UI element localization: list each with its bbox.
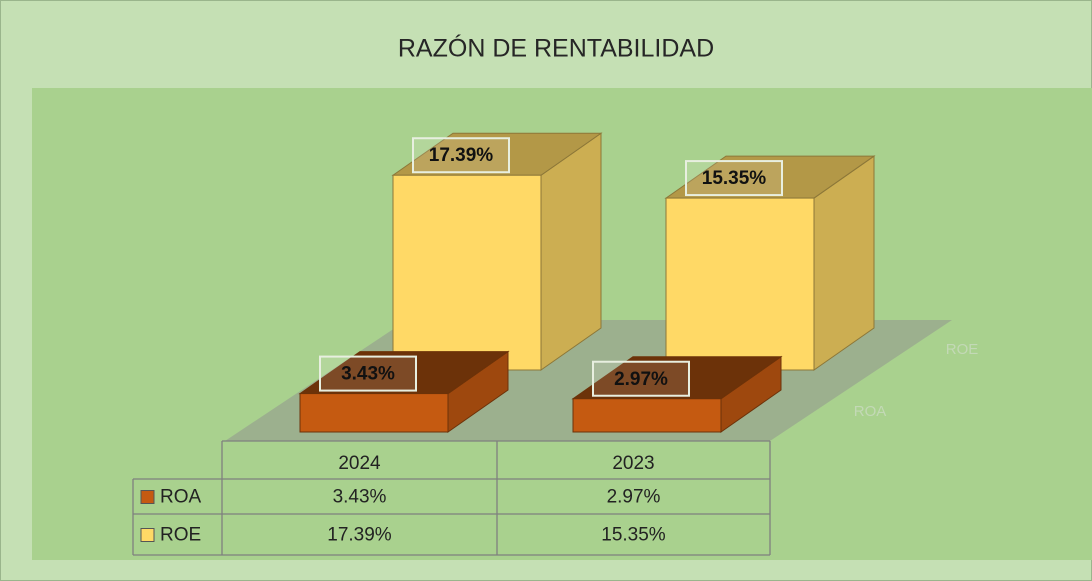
bar-front xyxy=(572,398,722,433)
legend-label: ROE xyxy=(160,525,201,546)
chart-title: RAZÓN DE RENTABILIDAD xyxy=(398,34,714,63)
legend-label: ROA xyxy=(160,487,202,508)
bar xyxy=(664,155,876,371)
value-label-box xyxy=(319,355,417,392)
legend-key xyxy=(140,528,155,542)
table-header: 2023 xyxy=(612,453,654,474)
value-label: 3.43% xyxy=(341,364,395,385)
value-label-box xyxy=(592,360,690,397)
value-label: 17.39% xyxy=(429,145,494,166)
bar xyxy=(571,355,783,433)
bar-front xyxy=(665,197,815,371)
depth-label: ROA xyxy=(854,403,887,420)
table-cell: 15.35% xyxy=(601,525,666,546)
table-cell: 17.39% xyxy=(327,525,392,546)
value-label: 15.35% xyxy=(702,168,767,189)
table-cell: 3.43% xyxy=(333,487,387,508)
value-label-box xyxy=(412,137,510,174)
table-header: 2024 xyxy=(338,453,381,474)
value-label: 2.97% xyxy=(614,369,668,390)
bar-front xyxy=(299,393,449,433)
bar-front xyxy=(392,174,542,371)
bar xyxy=(391,132,603,371)
bar xyxy=(298,350,510,433)
depth-label: ROE xyxy=(946,341,979,358)
value-label-box xyxy=(685,160,783,197)
legend-key xyxy=(140,490,155,504)
table-cell: 2.97% xyxy=(607,487,661,508)
